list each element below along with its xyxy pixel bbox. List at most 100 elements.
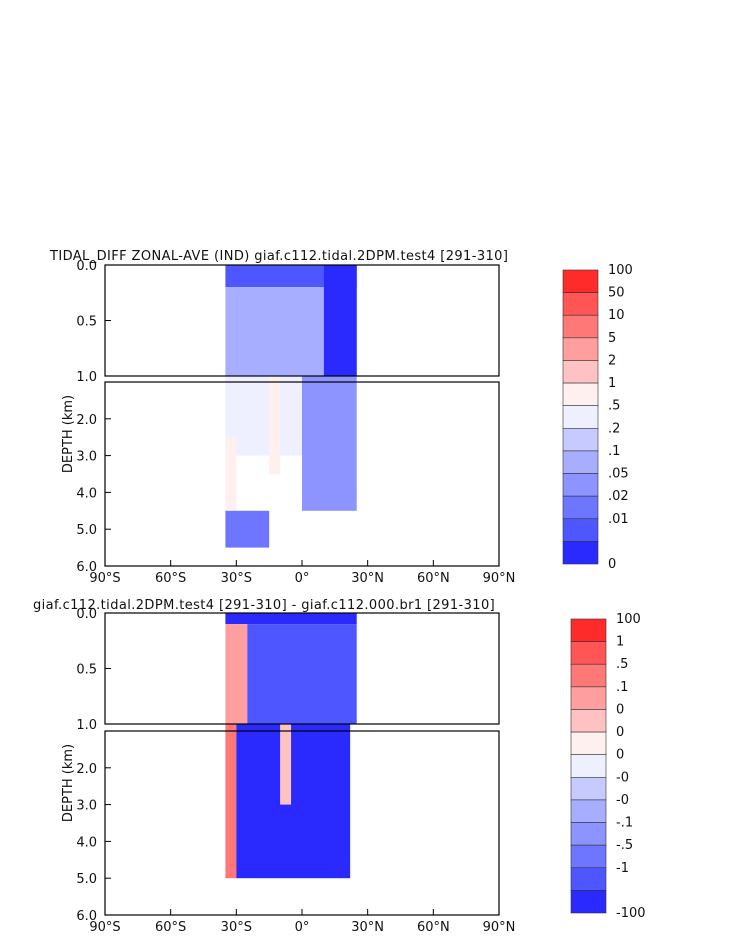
colorbar-swatch: [562, 541, 599, 565]
colorbar-label: .05: [608, 467, 629, 482]
y-axis-label: DEPTH (km): [61, 395, 76, 473]
y-tick-label: 0.0: [76, 259, 97, 274]
colorbar-label: 1: [616, 635, 624, 650]
top-panel: TIDAL_DIFF ZONAL-AVE (IND) giaf.c112.tid…: [49, 249, 633, 586]
colorbar-swatch: [570, 890, 607, 914]
colorbar-swatch: [562, 360, 599, 384]
heatmap-cell-4-0: [225, 437, 237, 511]
colorbar-label: 0: [616, 748, 624, 763]
colorbar-label: .2: [608, 421, 620, 436]
colorbar-label: 1: [608, 376, 616, 391]
x-tick-label: 30°S: [221, 571, 252, 586]
x-tick-label: 90°N: [483, 920, 516, 935]
colorbar-swatch: [562, 495, 599, 520]
colorbar-label: -100: [616, 906, 646, 921]
heatmap-cell-7-0: [225, 510, 270, 548]
colorbar-label: 5: [608, 331, 616, 346]
colorbar-label: .1: [616, 680, 628, 695]
heatmap-cell-6-0: [302, 376, 357, 511]
x-tick-label: 60°S: [155, 571, 186, 586]
colorbar-swatch: [570, 799, 607, 823]
colorbar-label: 10: [608, 308, 625, 323]
x-tick-label: 30°N: [351, 571, 384, 586]
y-tick-label: 6.0: [76, 560, 97, 575]
colorbar-label: .01: [608, 512, 629, 527]
heatmap-cell-5-0: [280, 724, 292, 805]
chart-title: giaf.c112.tidal.2DPM.test4 [291-310] - g…: [33, 598, 495, 613]
heatmap-cell-2-0: [323, 265, 357, 376]
x-tick-label: 0°: [295, 920, 310, 935]
y-tick-label: 2.0: [76, 762, 97, 777]
colorbar-label: 50: [608, 286, 625, 301]
colorbar-swatch: [570, 844, 607, 869]
y-tick-label: 0.5: [76, 663, 97, 678]
colorbar-label: 0: [616, 725, 624, 740]
heatmap-cell-2-0: [247, 624, 357, 724]
colorbar-swatch: [570, 686, 607, 710]
heatmap-cell-5-0: [269, 376, 281, 474]
colorbar-swatch: [570, 777, 607, 801]
colorbar-label: -1: [616, 861, 629, 876]
y-tick-label: 6.0: [76, 909, 97, 924]
y-tick-label: 1.0: [76, 718, 97, 733]
colorbar-swatch: [562, 450, 599, 474]
colorbar-label: 100: [616, 612, 641, 627]
colorbar-label: -.1: [616, 816, 633, 831]
y-tick-label: 5.0: [76, 872, 97, 887]
colorbar-swatch: [562, 428, 599, 452]
x-tick-label: 30°S: [221, 920, 252, 935]
chart-title: TIDAL_DIFF ZONAL-AVE (IND) giaf.c112.tid…: [49, 249, 508, 264]
colorbar-swatch: [562, 314, 599, 339]
colorbar-label: .5: [608, 399, 620, 414]
y-tick-label: 0.0: [76, 607, 97, 622]
heatmap-cell-1-0: [225, 624, 248, 724]
colorbar-label: 2: [608, 353, 616, 368]
x-tick-label: 90°N: [483, 571, 516, 586]
colorbar-swatch: [562, 292, 599, 316]
heatmap-cell-3-0: [225, 724, 237, 879]
x-tick-label: 60°N: [417, 920, 450, 935]
y-axis-label: DEPTH (km): [61, 744, 76, 822]
colorbar-label: -.5: [616, 838, 633, 853]
colorbar-swatch: [570, 618, 607, 642]
y-tick-label: 1.0: [76, 370, 97, 385]
x-tick-label: 90°S: [89, 920, 120, 935]
colorbar-label: 0: [616, 702, 624, 717]
colorbar-swatch: [562, 382, 599, 406]
y-tick-label: 0.5: [76, 315, 97, 330]
heatmap-cell-0-0: [225, 613, 357, 625]
colorbar-swatch: [562, 405, 599, 429]
colorbar-swatch: [562, 269, 599, 293]
colorbar-label: .1: [608, 444, 620, 459]
y-tick-label: 4.0: [76, 835, 97, 850]
x-tick-label: 0°: [295, 571, 310, 586]
colorbar-label: 100: [608, 263, 633, 278]
colorbar-swatch: [570, 663, 607, 688]
bottom-panel: giaf.c112.tidal.2DPM.test4 [291-310] - g…: [33, 598, 646, 935]
x-tick-label: 60°N: [417, 571, 450, 586]
colorbar-swatch: [570, 731, 607, 755]
y-tick-label: 3.0: [76, 799, 97, 814]
colorbar-label: .02: [608, 489, 629, 504]
colorbar-swatch: [570, 754, 607, 778]
colorbar-label: .5: [616, 657, 628, 672]
colorbar-label: -0: [616, 793, 629, 808]
y-tick-label: 4.0: [76, 486, 97, 501]
x-tick-label: 60°S: [155, 920, 186, 935]
colorbar-swatch: [562, 473, 599, 497]
colorbar-swatch: [570, 641, 607, 665]
colorbar-swatch: [570, 867, 607, 891]
colorbar-label: -0: [616, 770, 629, 785]
colorbar-swatch: [570, 709, 607, 733]
x-tick-label: 90°S: [89, 571, 120, 586]
x-tick-label: 30°N: [351, 920, 384, 935]
y-tick-label: 3.0: [76, 450, 97, 465]
y-tick-label: 5.0: [76, 523, 97, 538]
heatmap-cell-4-0: [236, 724, 351, 879]
y-tick-label: 2.0: [76, 413, 97, 428]
colorbar-swatch: [562, 518, 599, 542]
colorbar-swatch: [562, 337, 599, 361]
colorbar-swatch: [570, 822, 607, 846]
colorbar-label: 0: [608, 557, 616, 572]
